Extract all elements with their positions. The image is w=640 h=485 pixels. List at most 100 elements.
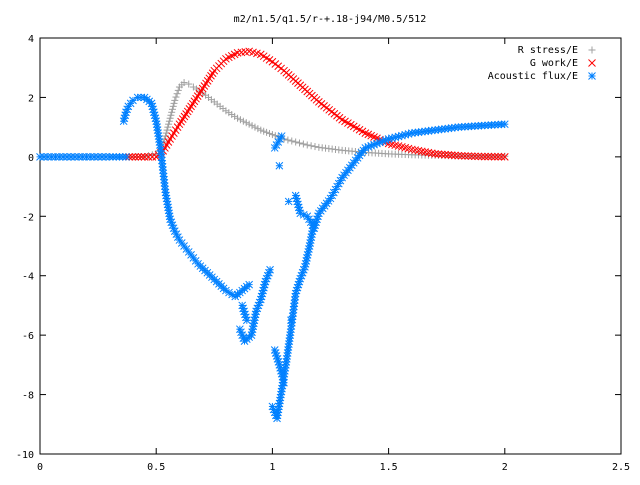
data-point-interp — [464, 152, 473, 160]
data-point-d2 — [296, 209, 305, 218]
data-point — [234, 114, 242, 122]
y-tick-label: -4 — [22, 272, 34, 283]
data-point-d2 — [310, 224, 319, 233]
data-point-interp — [173, 90, 181, 98]
data-point-d2 — [59, 153, 68, 161]
data-point-interp — [427, 149, 436, 158]
plot-layer — [36, 47, 509, 423]
data-point-interp-d2 — [253, 49, 261, 58]
data-point-interp-d2 — [249, 322, 258, 331]
data-point-interp — [242, 119, 250, 127]
data-point-interp-d2 — [299, 210, 308, 219]
data-point-interp-d2 — [404, 144, 413, 153]
data-point-interp-d2 — [101, 153, 110, 161]
data-point-interp-d2 — [248, 328, 256, 337]
data-point — [284, 197, 293, 206]
data-point-d2 — [454, 151, 463, 160]
data-point-interp-d2 — [248, 325, 257, 334]
data-point-interp — [248, 122, 256, 130]
data-point-interp — [424, 148, 433, 157]
data-point-interp — [144, 153, 153, 161]
data-point-interp-d2 — [451, 151, 459, 160]
data-point-interp-d2 — [151, 114, 160, 123]
data-point-interp-d2 — [251, 313, 259, 322]
data-point-interp — [474, 152, 483, 161]
data-point-interp — [497, 152, 506, 161]
data-point — [147, 99, 156, 108]
x-tick-label: 1 — [269, 462, 275, 473]
data-point-d2 — [270, 346, 279, 354]
data-point — [171, 96, 179, 104]
data-point-interp-d2 — [55, 153, 64, 161]
data-point-interp — [490, 152, 499, 161]
data-point-interp — [447, 151, 456, 160]
data-point-interp — [128, 153, 137, 161]
data-point-d2 — [291, 191, 300, 200]
data-point-interp — [249, 319, 258, 328]
data-point — [266, 265, 274, 274]
data-point-interp-d2 — [272, 352, 281, 360]
data-point-interp — [168, 105, 176, 113]
data-point-interp-d2 — [434, 150, 443, 158]
series-1 — [122, 47, 509, 161]
data-point-interp — [487, 152, 496, 161]
series-0 — [122, 79, 509, 161]
data-point-interp-d2 — [417, 147, 426, 156]
data-point-interp-d2 — [308, 230, 316, 238]
data-point — [129, 96, 137, 105]
data-point-interp-d2 — [497, 152, 506, 161]
x-tick-label: 2 — [502, 462, 508, 473]
data-point-d2 — [166, 215, 174, 224]
data-point-interp-d2 — [411, 146, 420, 154]
data-point-d2 — [477, 152, 486, 161]
data-point-interp-d2 — [131, 153, 140, 161]
data-point-interp — [434, 150, 443, 158]
x-tick-label: 2.5 — [612, 462, 630, 473]
data-point-interp-d2 — [437, 150, 446, 159]
data-point-d2 — [247, 331, 256, 339]
data-point-interp-d2 — [490, 152, 499, 161]
data-point-d2 — [236, 325, 244, 334]
data-point-interp-d2 — [74, 153, 83, 161]
data-point-interp-d2 — [447, 151, 456, 160]
data-point-interp-d2 — [367, 131, 376, 140]
data-point-interp — [411, 146, 420, 154]
data-point-d2 — [275, 361, 284, 369]
data-point-interp-d2 — [273, 355, 282, 363]
data-point — [242, 316, 251, 325]
data-point-interp-d2 — [51, 153, 60, 161]
data-point-interp-d2 — [134, 153, 143, 161]
data-point-interp — [457, 151, 466, 160]
data-point-interp-d2 — [305, 245, 313, 253]
data-point-d2 — [305, 242, 314, 250]
data-point-interp-d2 — [461, 152, 469, 160]
data-point-interp — [271, 132, 279, 140]
data-point — [257, 126, 265, 134]
data-point-interp-d2 — [487, 152, 496, 161]
data-point-interp — [164, 203, 172, 212]
data-point-interp — [174, 86, 182, 94]
data-point-interp — [292, 194, 301, 203]
data-point-d2 — [291, 289, 300, 298]
data-point-d2 — [275, 161, 284, 170]
data-point-interp — [311, 221, 320, 230]
data-point — [303, 141, 311, 149]
data-point-interp-d2 — [414, 146, 423, 155]
data-point-interp-d2 — [306, 236, 315, 244]
data-point-interp-d2 — [137, 153, 146, 161]
data-point-interp — [307, 142, 315, 150]
data-point-interp-d2 — [301, 259, 310, 268]
data-point-interp-d2 — [121, 111, 130, 120]
data-point — [245, 120, 253, 128]
data-point-interp-d2 — [98, 153, 106, 161]
data-point-d2 — [245, 280, 254, 289]
data-point-d2 — [36, 153, 44, 161]
y-tick-label: -10 — [16, 450, 34, 461]
x-tick-label: 0 — [37, 462, 43, 473]
data-point — [245, 280, 254, 289]
legend-label: Acoustic flux/E — [488, 71, 578, 82]
data-point-interp-d2 — [271, 349, 280, 357]
data-point-interp — [260, 127, 268, 135]
y-tick-label: 4 — [28, 34, 34, 45]
data-point-interp-d2 — [398, 143, 406, 151]
